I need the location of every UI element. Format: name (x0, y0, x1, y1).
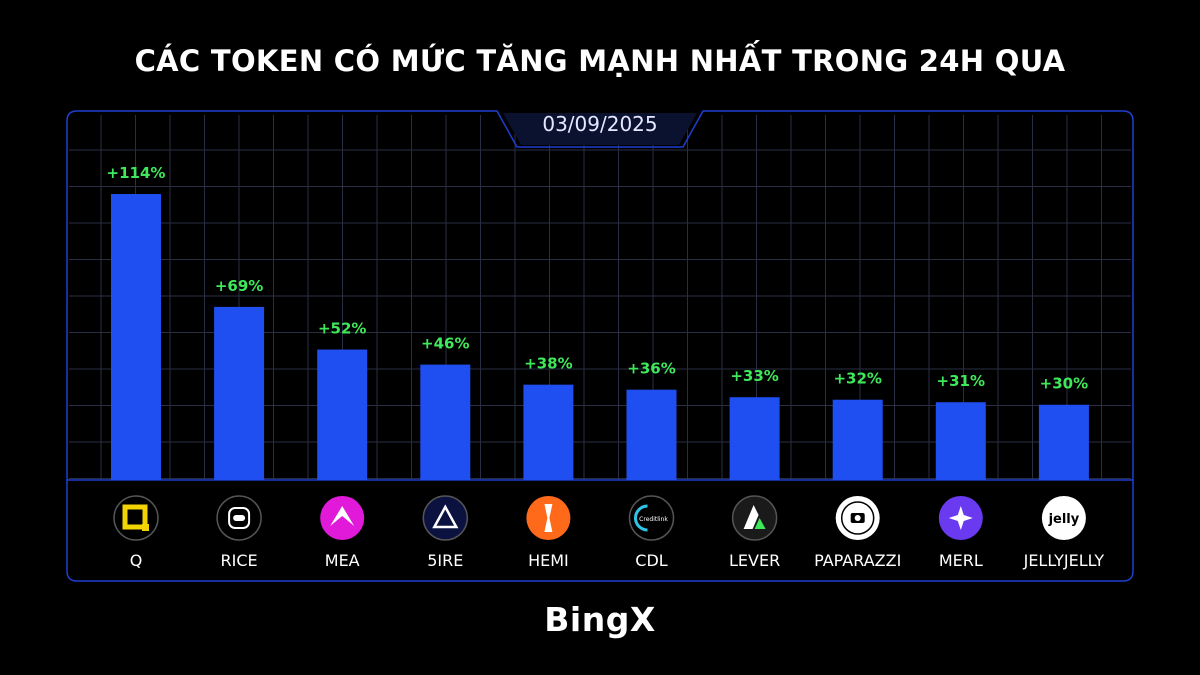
chart-frame-border (66, 110, 1134, 582)
icon-text: Creditlink (639, 516, 668, 523)
category-label: LEVER (729, 551, 780, 570)
value-label: +46% (421, 335, 469, 353)
category-labels: Q RICE MEA 5IRE HEMI CDL LEVER PAPARAZZI MERL JEL… (130, 551, 1105, 570)
token-icons: Creditlink jelly (113, 495, 1086, 541)
bar-rice (214, 306, 265, 480)
bar-series (111, 194, 1089, 480)
bar-mea (317, 349, 368, 480)
bingx-logo: BingX (544, 600, 656, 639)
icon-bg (320, 496, 365, 540)
icon-shape (142, 524, 149, 531)
icon-bg (422, 495, 469, 541)
icon-bg (113, 495, 159, 541)
icon-shape (754, 518, 766, 529)
bar-jellyjelly (1038, 404, 1089, 480)
icon-shape (854, 515, 861, 521)
chart-title: CÁC TOKEN CÓ MỨC TĂNG MẠNH NHẤT TRONG 24… (134, 44, 1066, 78)
bar-hemi (523, 384, 574, 480)
value-label: +69% (215, 277, 263, 295)
category-label: RICE (221, 551, 258, 570)
icon-text: jelly (1048, 512, 1080, 527)
value-label: +33% (730, 367, 778, 385)
value-label: +31% (937, 372, 985, 390)
bar-lever (729, 397, 780, 480)
category-label: PAPARAZZI (814, 551, 901, 570)
category-label: JELLYJELLY (1023, 551, 1105, 570)
value-label: +36% (627, 360, 675, 378)
bar-q (111, 194, 161, 480)
icon-shape (228, 507, 251, 529)
icon-shape (634, 504, 648, 532)
mea-token-icon (320, 496, 365, 540)
cdl-token-icon: Creditlink (628, 495, 675, 541)
rice-token-icon (216, 495, 262, 541)
value-label: +30% (1040, 375, 1088, 393)
icon-shape (330, 506, 355, 526)
icon-shape (432, 504, 459, 529)
bar-cdl (626, 389, 677, 480)
date-label: 03/09/2025 (542, 112, 658, 136)
icon-shape (122, 504, 148, 530)
lever-token-icon (731, 495, 778, 541)
bar-paparazzi (832, 399, 883, 480)
category-label: 5IRE (427, 551, 463, 570)
value-label: +114% (107, 164, 166, 182)
value-label: +52% (318, 320, 366, 338)
category-label: HEMI (528, 551, 569, 570)
category-label: Q (130, 551, 143, 570)
merl-token-icon (938, 496, 983, 540)
icon-shape (948, 506, 973, 530)
paparazzi-token-icon (835, 496, 880, 540)
category-label: MEA (325, 551, 360, 570)
icon-shape (544, 504, 553, 532)
5ire-token-icon (422, 495, 469, 541)
value-label: +38% (524, 355, 572, 373)
icon-shape (743, 505, 759, 529)
category-label: CDL (635, 551, 667, 570)
category-label: MERL (939, 551, 983, 570)
hemi-token-icon (526, 496, 571, 540)
icon-shape (233, 515, 246, 521)
icon-bg (1041, 496, 1086, 540)
value-label: +32% (833, 370, 881, 388)
date-tab-background (503, 113, 697, 145)
bar-5ire (420, 364, 471, 480)
bar-merl (935, 402, 986, 480)
jellyjelly-token-icon: jelly (1041, 496, 1086, 540)
q-token-icon (113, 495, 159, 541)
icon-shape (840, 501, 875, 535)
value-labels: +114% +69% +52% +46% +38% +36% +33% +32% +31% +30… (107, 164, 1089, 393)
